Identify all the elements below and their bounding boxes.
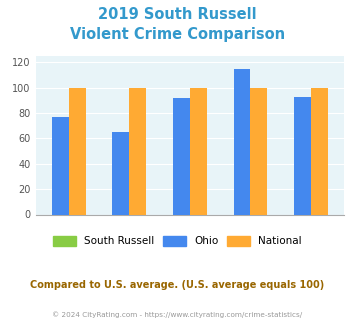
Bar <box>294 97 311 214</box>
Text: Violent Crime Comparison: Violent Crime Comparison <box>70 27 285 42</box>
Bar <box>311 88 328 214</box>
Text: 2019 South Russell: 2019 South Russell <box>98 7 257 22</box>
Bar <box>129 88 146 214</box>
Bar <box>52 117 69 214</box>
Bar <box>69 88 86 214</box>
Legend: South Russell, Ohio, National: South Russell, Ohio, National <box>53 236 302 246</box>
Bar <box>251 88 267 214</box>
Text: Compared to U.S. average. (U.S. average equals 100): Compared to U.S. average. (U.S. average … <box>31 280 324 290</box>
Bar <box>173 98 190 214</box>
Text: © 2024 CityRating.com - https://www.cityrating.com/crime-statistics/: © 2024 CityRating.com - https://www.city… <box>53 312 302 318</box>
Bar <box>234 69 251 214</box>
Bar <box>113 132 129 214</box>
Bar <box>190 88 207 214</box>
